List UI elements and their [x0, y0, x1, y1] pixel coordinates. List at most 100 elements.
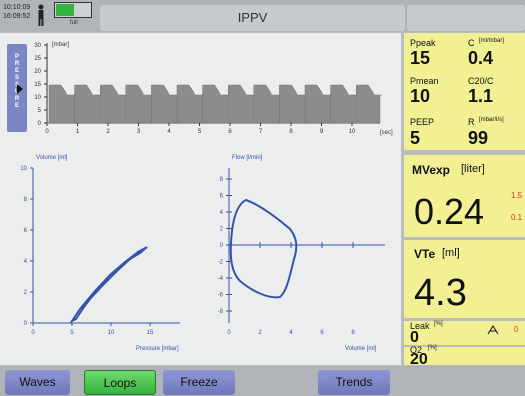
leak-unit: [%] — [434, 321, 443, 327]
bottom-bar — [0, 366, 525, 396]
mode-right-panel — [407, 5, 525, 31]
mv-unit: [liter] — [461, 163, 485, 175]
pressure-y-tick: 15 — [34, 82, 41, 88]
pressure-axis-label: Pressure [mbar] — [136, 346, 179, 352]
pressure-x-tick: 10 — [349, 129, 356, 135]
pressure-unit: [mbar] — [52, 42, 69, 48]
person-icon — [38, 4, 44, 26]
volume-x-axis-label: Volume [ml] — [345, 346, 377, 352]
r-label: R — [468, 117, 475, 127]
volume-x-tick: 15 — [147, 330, 154, 336]
flow-x-tick: 6 — [320, 330, 324, 336]
pressure-x-tick: 7 — [259, 129, 263, 135]
flow-y-tick: -4 — [218, 276, 224, 282]
volume-y-tick: 4 — [24, 259, 28, 265]
flow-axis-label: Flow [l/min] — [232, 155, 263, 161]
flow-y-tick: -2 — [218, 260, 224, 266]
flow-y-tick: -6 — [218, 293, 224, 299]
pressure-wave-chart: [mbar] [sec] 30 25 20 15 10 5 0 0 1 2 3 4 5 6 7 8 9 10 — [34, 42, 393, 136]
r-value: 99 — [468, 128, 489, 148]
pressure-y-tick: 20 — [34, 69, 41, 75]
battery-icon — [54, 2, 92, 18]
flow-x-tick: 8 — [351, 330, 355, 336]
c20c-label: C20/C — [468, 76, 494, 86]
pressure-x-tick: 1 — [76, 129, 80, 135]
volume-axis-label: Volume [ml] — [36, 155, 68, 161]
volume-y-tick: 6 — [24, 228, 28, 234]
pressure-y-tick: 10 — [34, 95, 41, 101]
peep-value: 5 — [410, 128, 421, 148]
flow-x-tick: 0 — [227, 330, 231, 336]
pressure-y-tick: 30 — [34, 43, 41, 49]
vte-value: 4.3 — [414, 272, 467, 314]
volume-pressure-curve — [69, 246, 148, 324]
ppeak-value: 15 — [410, 48, 431, 68]
pressure-x-tick: 3 — [137, 129, 141, 135]
battery-text: full — [70, 20, 78, 26]
pmean-value: 10 — [410, 86, 431, 106]
leak-label: Leak — [410, 321, 430, 331]
volume-x-tick: 5 — [70, 330, 74, 336]
pressure-waveform — [47, 84, 382, 124]
parameters-panel: Ppeak 15 C [ml/mbar] 0.4 Pmean 10 C20/C … — [404, 33, 525, 368]
r-unit: [mbar/l/s] — [479, 117, 504, 123]
vte-unit: [ml] — [442, 247, 460, 259]
volume-y-tick: 8 — [24, 197, 28, 203]
c-value: 0.4 — [468, 48, 494, 68]
leak-panel: Leak [%] 0 0 — [404, 321, 525, 346]
leak-value: 0 — [410, 329, 419, 346]
peep-label: PEEP — [410, 117, 435, 127]
flow-y-tick: -8 — [218, 309, 224, 315]
clock: 10:10:09 16:09:52 — [3, 3, 30, 21]
play-arrow-icon — [17, 84, 23, 94]
flow-volume-loop: Flow [l/min] Volume [ml] 8 6 4 2 0 -2 -4 -6 -8 0… — [218, 155, 385, 352]
pressure-y-tick: 5 — [38, 108, 42, 114]
pmean-label: Pmean — [410, 76, 439, 86]
mv-low-alarm: 0.1 — [511, 213, 523, 222]
leak-symbol-icon — [487, 325, 499, 335]
c20c-value: 1.1 — [468, 86, 494, 106]
pressure-y-tick: 25 — [34, 56, 41, 62]
volume-y-tick: 10 — [20, 166, 27, 172]
flow-y-tick: 4 — [220, 210, 224, 216]
vte-label: VTe — [414, 247, 436, 261]
peep-r-panel: PEEP 5 R [mbar/l/s] 99 — [404, 117, 525, 150]
waves-button[interactable]: Waves — [5, 370, 70, 395]
pressure-x-tick: 2 — [106, 129, 110, 135]
c-unit: [ml/mbar] — [479, 38, 505, 44]
volume-x-tick: 10 — [108, 330, 115, 336]
pressure-y-tick: 0 — [38, 121, 42, 127]
trends-button[interactable]: Trends — [318, 370, 390, 395]
time-unit: [sec] — [380, 130, 393, 136]
c-label: C — [468, 38, 475, 48]
leak-extra: 0 — [514, 325, 519, 334]
loops-button[interactable]: Loops — [84, 370, 156, 395]
flow-volume-curve — [229, 198, 298, 299]
ventilation-mode[interactable]: IPPV — [100, 5, 405, 31]
mv-label: MVexp — [412, 163, 451, 177]
volume-pressure-loop: Volume [ml] Pressure [mbar] 10 8 6 4 2 0 0 5 10… — [20, 155, 180, 352]
time-2: 16:09:52 — [3, 13, 31, 20]
pressure-x-tick: 9 — [320, 129, 324, 135]
mv-panel: MVexp [liter] 0.24 1.5 0.1 — [404, 155, 525, 237]
o2-label: O2 — [410, 345, 423, 355]
freeze-button[interactable]: Freeze — [163, 370, 235, 395]
flow-x-tick: 2 — [258, 330, 262, 336]
flow-y-tick: 6 — [220, 194, 224, 200]
volume-y-tick: 2 — [24, 290, 28, 296]
o2-value: 20 — [410, 351, 428, 368]
mv-value: 0.24 — [414, 191, 485, 232]
pressure-x-tick: 4 — [167, 129, 171, 135]
flow-x-tick: 4 — [289, 330, 293, 336]
flow-y-tick: 0 — [220, 243, 224, 249]
pressure-x-tick: 8 — [289, 129, 293, 135]
o2-unit: [%] — [428, 345, 437, 351]
pressure-x-tick: 6 — [228, 129, 232, 135]
o2-panel: O2 [%] 20 — [404, 345, 525, 368]
volume-x-tick: 0 — [31, 330, 35, 336]
vte-panel: VTe [ml] 4.3 — [404, 240, 525, 318]
flow-y-tick: 2 — [220, 227, 224, 233]
pressure-x-tick: 0 — [45, 129, 49, 135]
pressure-params-panel: Ppeak 15 C [ml/mbar] 0.4 Pmean 10 C20/C … — [404, 33, 525, 122]
